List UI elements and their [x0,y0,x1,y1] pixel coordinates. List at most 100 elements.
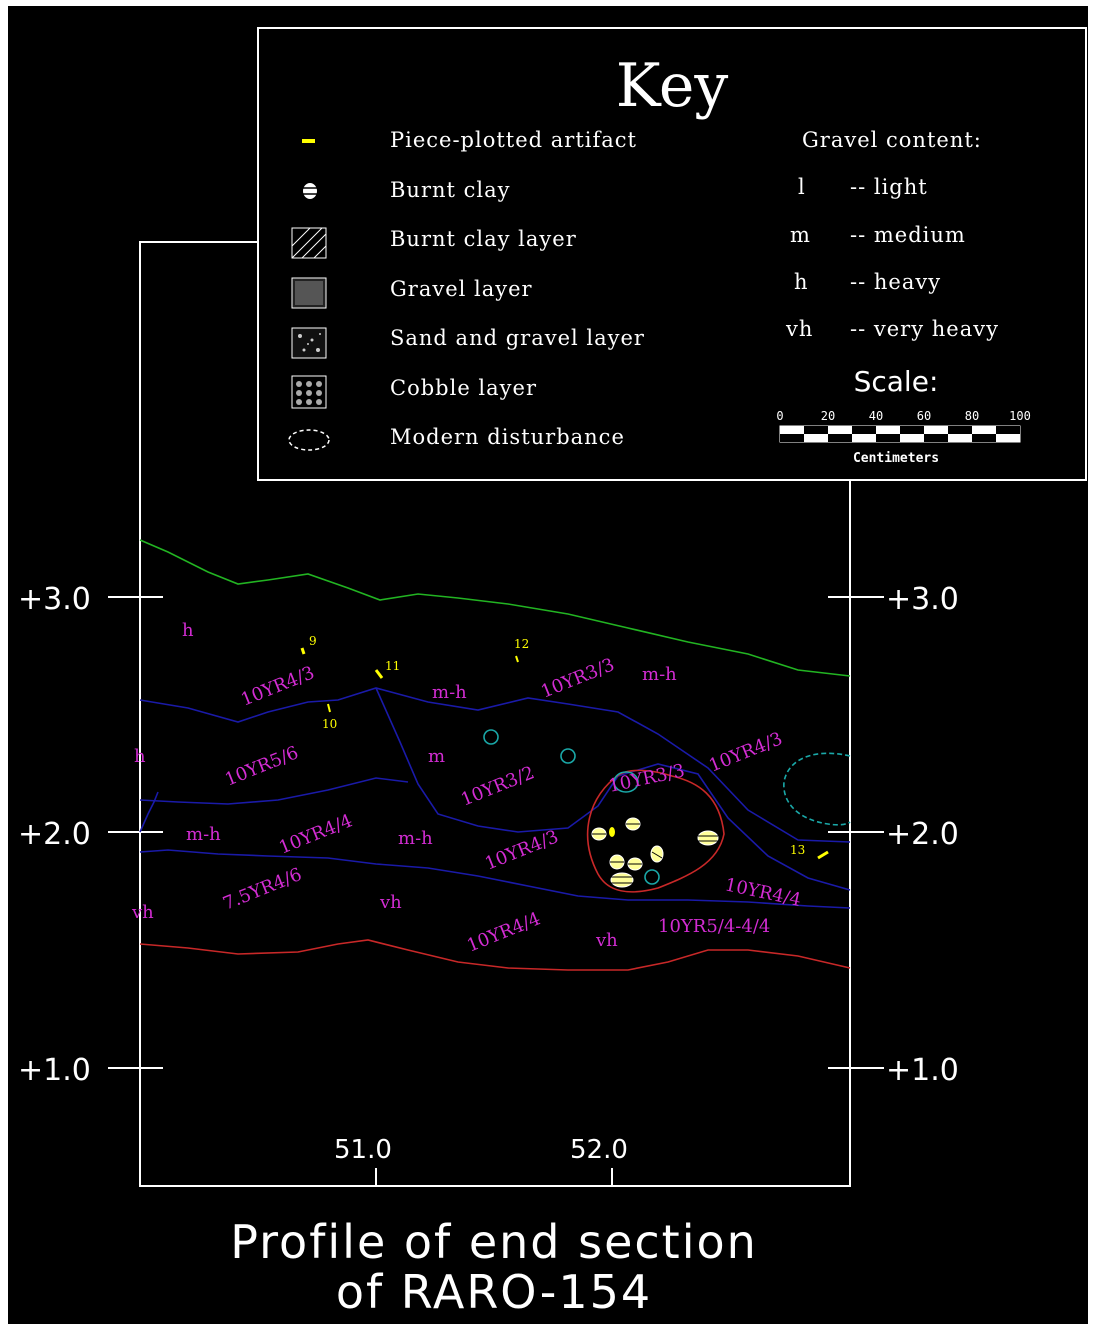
burnt-clay-clasts [591,817,719,888]
cobble-square-icon [291,375,327,409]
scale-ticks: 0 20 40 60 80 100 [776,409,1030,423]
scale-tick: 60 [917,409,931,423]
munsell-label: 10YR4/3 [482,826,562,874]
munsell-label: 10YR3/2 [458,762,538,810]
gravel-label: vh [379,892,402,913]
munsell-label: 10YR4/4 [464,908,544,956]
gravel-code: l [798,175,806,199]
artifacts: 9 11 12 10 13 [300,634,829,860]
munsell-label: 10YR5/4-4/4 [658,916,770,937]
burnt-clay-icon [610,872,634,888]
legend-title: Key [616,51,729,121]
gravel-label: h [134,746,146,767]
burnt-clay-icon [591,827,607,841]
boundary-line-lower [139,849,851,909]
scale-tick: 40 [869,409,883,423]
burnt-clay-feature-outline [586,769,725,893]
x-axis: 51.0 52.0 [334,1135,628,1165]
boundary-line-left-vertical [139,791,159,833]
munsell-label: 10YR4/3 [706,728,786,776]
artifact-number: 12 [514,637,529,651]
speckled-square-icon [291,327,327,359]
artifact-mark [515,655,519,663]
scale-bar [779,425,1021,443]
legend-item-label: Modern disturbance [390,425,625,449]
boundary-line-middle [139,777,409,805]
scale-tick: 0 [776,409,783,423]
burnt-clay-icon [697,830,719,846]
y-tick-label-right: +2.0 [886,817,959,852]
artifact-dash-icon [302,139,315,143]
y-tick-label-left: +2.0 [18,817,91,852]
figure-title-line2: of RARO-154 [336,1265,652,1319]
legend-item-label: Cobble layer [390,376,537,400]
gravel-code: vh [785,317,813,341]
artifact-mark [817,850,829,860]
munsell-label: 10YR4/4 [723,874,803,911]
modern-disturbance-spots [483,729,660,885]
munsell-label: 10YR4/4 [276,810,356,858]
gravel-desc: -- heavy [850,270,941,294]
gravel-label: vh [595,930,618,951]
scale-tick: 80 [965,409,979,423]
legend-item-label: Sand and gravel layer [390,326,645,350]
profile-diagram: +3.0 +2.0 +1.0 +3.0 +2.0 +1.0 51.0 52.0 [18,27,1087,1319]
munsell-label: 7.5YR4/6 [220,864,305,915]
burnt-clay-icon [650,845,664,863]
gravel-label: m-h [186,824,221,845]
artifact-mark [374,669,384,679]
gravel-label: m [428,746,445,767]
dashed-oval-icon [288,429,330,451]
gravel-label: m-h [642,664,677,685]
gravel-code: m [790,223,811,247]
burnt-clay-icon [609,854,625,870]
gravel-code: h [794,270,809,294]
boundary-line-upper [139,687,851,843]
munsell-label: 10YR3/3 [607,760,687,797]
burnt-clay-icon [303,183,317,199]
scale-title: Scale: [854,365,939,398]
modern-disturbance-outline [783,752,851,826]
artifact-number: 11 [385,659,400,673]
legend-item-label: Burnt clay layer [390,227,577,251]
artifact-number: 9 [309,634,317,648]
stippled-square-icon [291,277,327,309]
artifact-mark [300,647,306,655]
munsell-label: 10YR3/3 [538,654,618,702]
y-axis-right: +3.0 +2.0 +1.0 [886,582,959,1088]
y-tick-label-left: +3.0 [18,582,91,617]
gravel-labels: h m-h m-h h m m-h m-h vh vh vh [131,620,677,951]
gravel-desc: -- light [850,175,928,199]
munsell-label: 10YR5/6 [222,742,302,790]
scale-unit: Centimeters [853,451,939,466]
x-tick-label: 51.0 [334,1135,392,1165]
surface-line [139,539,851,677]
boundary-line-diagonal [375,687,851,891]
burnt-clay-icon [625,817,641,831]
y-tick-label-left: +1.0 [18,1053,91,1088]
gravel-label: m-h [398,828,433,849]
y-axis-left: +3.0 +2.0 +1.0 [18,582,91,1088]
legend-item-label: Gravel layer [390,277,533,301]
gravel-label: m-h [432,682,467,703]
y-tick-label-right: +3.0 [886,582,959,617]
strata-lines [139,539,851,971]
base-line [139,939,851,971]
legend-box: Key [257,27,1087,481]
gravel-desc: -- very heavy [850,317,999,341]
legend-item-label: Burnt clay [390,178,511,202]
y-tick-label-right: +1.0 [886,1053,959,1088]
scale-tick: 20 [821,409,835,423]
legend-item-label: Piece-plotted artifact [390,128,637,152]
scale-tick: 100 [1009,409,1031,423]
gravel-label: vh [131,902,154,923]
gravel-label: h [182,620,194,641]
gravel-legend-title: Gravel content: [802,128,982,152]
profile-frame [108,241,884,1187]
artifact-number: 13 [790,843,805,857]
hatched-square-icon [291,227,327,259]
gravel-desc: -- medium [850,223,966,247]
x-tick-label: 52.0 [570,1135,628,1165]
profile-figure: +3.0 +2.0 +1.0 +3.0 +2.0 +1.0 51.0 52.0 [8,6,1088,1324]
artifact-number: 10 [322,717,337,731]
